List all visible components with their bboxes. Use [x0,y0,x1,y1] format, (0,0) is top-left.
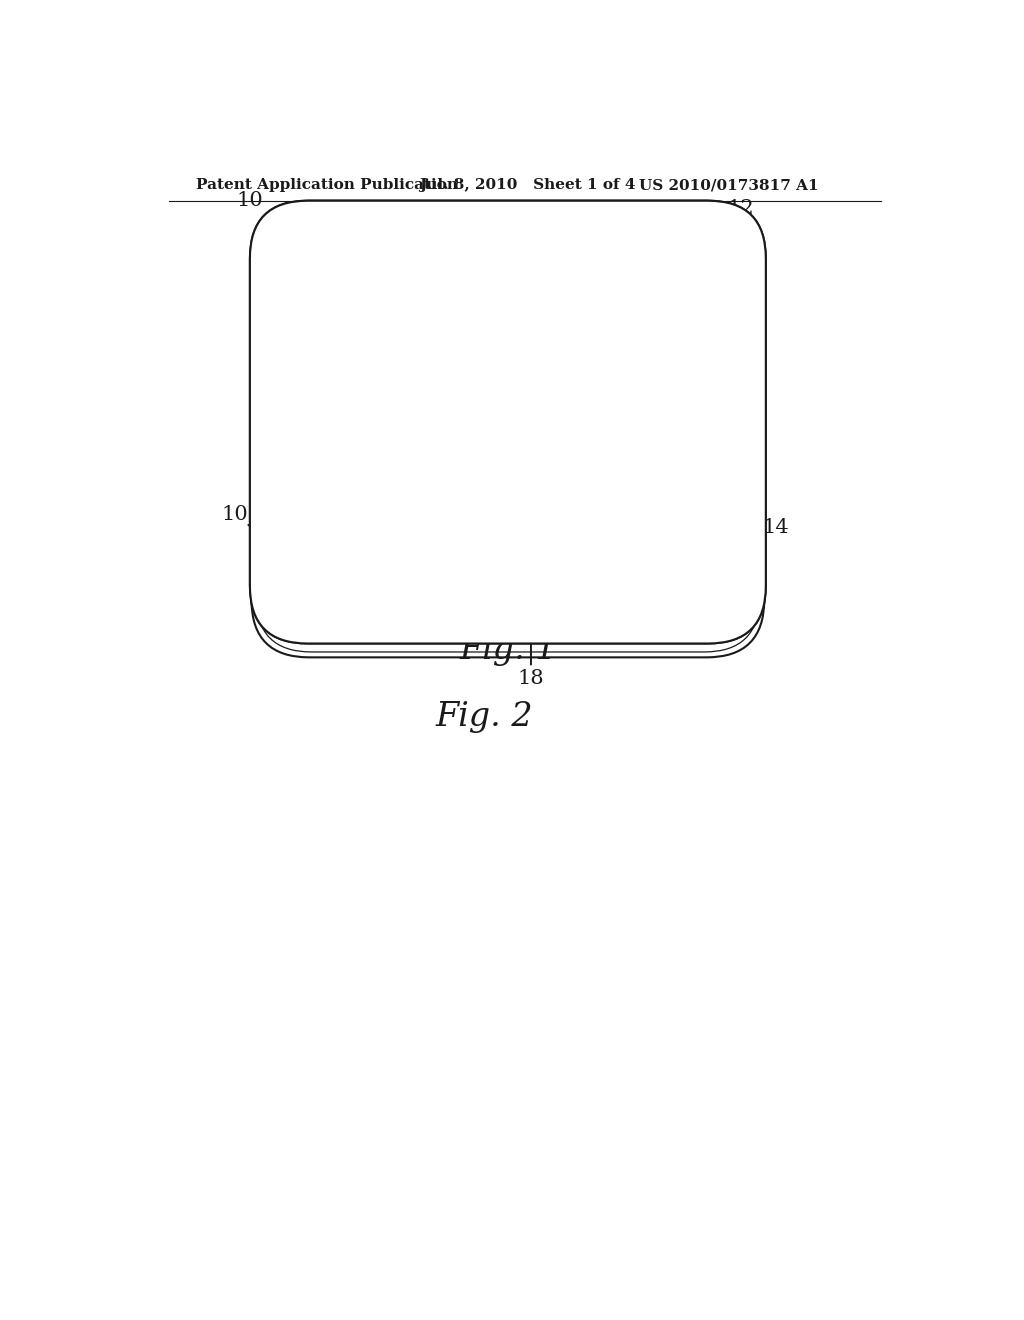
FancyBboxPatch shape [250,201,766,644]
Text: 16: 16 [650,513,677,533]
Text: Patent Application Publication: Patent Application Publication [196,178,458,193]
Bar [300,243,716,582]
Text: Fig. 1: Fig. 1 [459,634,557,665]
Bar [324,599,692,611]
Text: 12: 12 [727,199,754,218]
FancyBboxPatch shape [250,201,766,644]
Text: 18: 18 [518,669,545,689]
Text: 10: 10 [237,191,263,210]
Text: 14: 14 [762,517,788,537]
Text: 10: 10 [221,504,248,524]
Bar [323,585,692,626]
Text: US 2010/0173817 A1: US 2010/0173817 A1 [639,178,818,193]
Text: 20: 20 [740,543,767,562]
Text: Jul. 8, 2010   Sheet 1 of 4: Jul. 8, 2010 Sheet 1 of 4 [419,178,636,193]
Text: Fig. 2: Fig. 2 [436,701,534,734]
